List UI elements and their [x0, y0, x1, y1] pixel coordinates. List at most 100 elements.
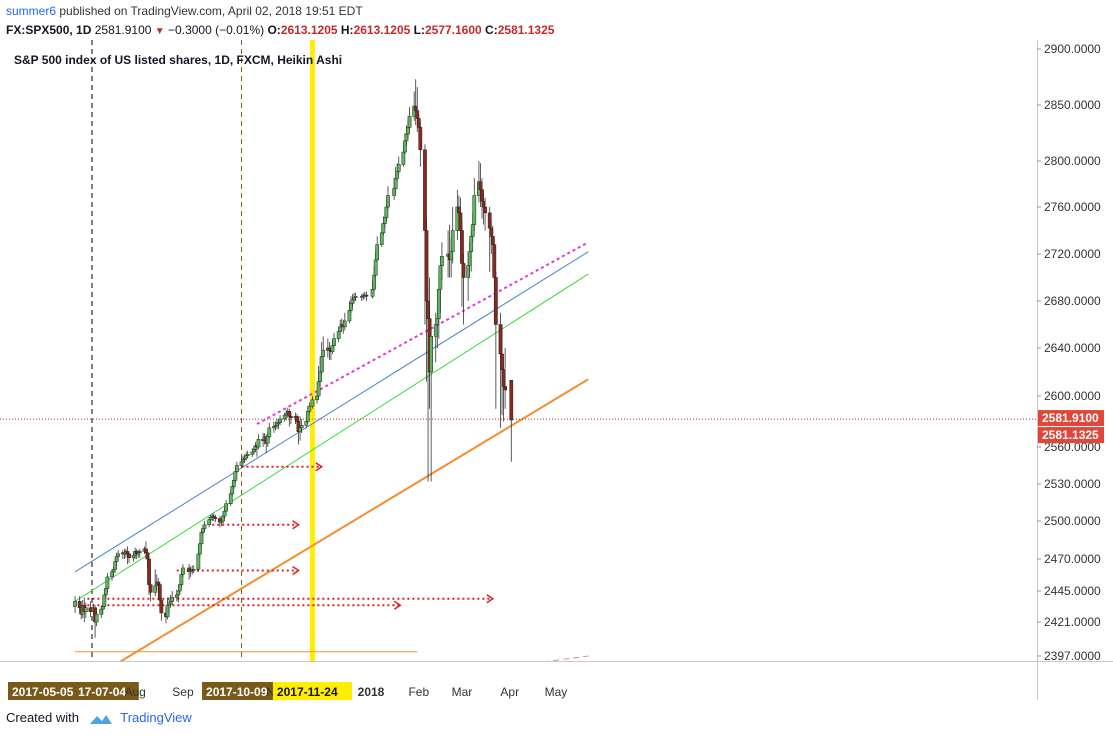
publish-line: summer6 published on TradingView.com, Ap…	[6, 4, 363, 18]
candle	[224, 503, 228, 512]
candle	[406, 127, 410, 135]
candle	[176, 590, 181, 596]
candle	[147, 558, 151, 585]
candle	[83, 607, 88, 612]
candle	[250, 451, 255, 455]
symbol-label[interactable]: FX:SPX500, 1D	[6, 23, 92, 37]
chart-header: summer6 published on TradingView.com, Ap…	[6, 2, 1106, 40]
candle	[413, 105, 418, 111]
candle	[393, 178, 398, 189]
trend-line-1	[74, 251, 589, 573]
candle	[228, 493, 233, 504]
trend-line-4	[256, 241, 589, 425]
candle	[375, 244, 380, 261]
candle	[478, 181, 483, 190]
candle	[245, 454, 250, 456]
candle	[461, 263, 466, 278]
candle	[470, 224, 475, 237]
change-value: −0.3000 (−0.01%)	[168, 23, 265, 37]
candle	[395, 171, 400, 179]
plot-area	[0, 40, 1037, 661]
x-tick-label: Sep	[172, 685, 194, 699]
candle	[423, 149, 427, 231]
candle	[353, 296, 358, 298]
last-price: 2581.9100	[94, 23, 152, 37]
y-tick-label: 2470.0000	[1044, 552, 1101, 566]
projection-arrowhead-1	[292, 520, 300, 530]
projection-arrowhead-3	[486, 594, 495, 604]
y-tick-label: 2720.0000	[1044, 247, 1101, 261]
x-tick-label: Apr	[500, 685, 519, 699]
candle	[127, 553, 131, 558]
candle	[330, 345, 335, 352]
candle	[252, 449, 256, 453]
published-text: published on TradingView.com, April 02, …	[59, 4, 363, 18]
x-date-tag-bg	[8, 682, 87, 700]
candle	[433, 324, 438, 337]
candle	[487, 212, 492, 229]
y-tick-label: 2800.0000	[1044, 154, 1101, 168]
candle	[396, 164, 401, 172]
price-chart[interactable]: S&P 500 index of US listed shares, 1D, F…	[0, 40, 1113, 705]
candle	[94, 614, 99, 623]
candle	[198, 543, 202, 555]
candle	[460, 230, 464, 264]
candle	[424, 230, 429, 302]
candle	[145, 552, 150, 560]
projection-arrowhead-2	[292, 565, 300, 576]
candle	[137, 551, 142, 553]
candle	[327, 347, 332, 351]
x-date-tag-bg	[272, 682, 352, 700]
x-tick-label: 2017-11-24	[277, 685, 338, 699]
candle	[450, 230, 455, 252]
candle	[372, 274, 376, 290]
y-tick-label: 2900.0000	[1044, 42, 1101, 56]
candle	[239, 461, 244, 466]
candle	[113, 561, 117, 570]
y-tick-label: 2640.0000	[1044, 341, 1101, 355]
candle	[364, 294, 369, 297]
candle	[77, 601, 82, 609]
chart-title: S&P 500 index of US listed shares, 1D, F…	[14, 53, 342, 67]
candle	[199, 532, 204, 545]
candle	[165, 604, 170, 618]
candle	[492, 244, 497, 278]
candle	[207, 519, 212, 526]
candle	[221, 515, 225, 522]
candle	[458, 212, 463, 231]
candle	[440, 256, 444, 267]
candle	[208, 517, 213, 521]
tradingview-logo-icon	[89, 714, 112, 724]
tradingview-link[interactable]: TradingView	[120, 710, 192, 725]
y-tick-label: 2600.0000	[1044, 389, 1101, 403]
author-link[interactable]: summer6	[6, 4, 57, 18]
candle	[438, 265, 443, 290]
projection-arrowhead-0	[315, 462, 324, 472]
candle	[256, 439, 261, 448]
candle	[267, 427, 272, 438]
low-label: L:	[413, 23, 425, 37]
candle	[100, 606, 105, 610]
candle	[88, 607, 93, 612]
candle	[373, 259, 378, 276]
candle	[501, 369, 506, 387]
x-date-tag-bg	[202, 682, 282, 700]
candle	[318, 371, 322, 382]
candle	[429, 336, 433, 373]
candle	[201, 528, 205, 533]
open-label: O:	[267, 23, 281, 37]
candle	[181, 567, 185, 575]
candle	[500, 353, 504, 370]
candle	[457, 206, 461, 214]
high-label: H:	[340, 23, 354, 37]
trend-line-2	[74, 273, 589, 602]
candle	[467, 251, 472, 266]
candle	[170, 597, 175, 602]
candle	[156, 581, 161, 585]
candle	[287, 411, 292, 417]
candle	[282, 414, 287, 420]
y-tick-label: 2421.0000	[1044, 615, 1101, 629]
candle	[222, 510, 227, 517]
candle	[241, 459, 245, 463]
candle	[202, 524, 207, 529]
